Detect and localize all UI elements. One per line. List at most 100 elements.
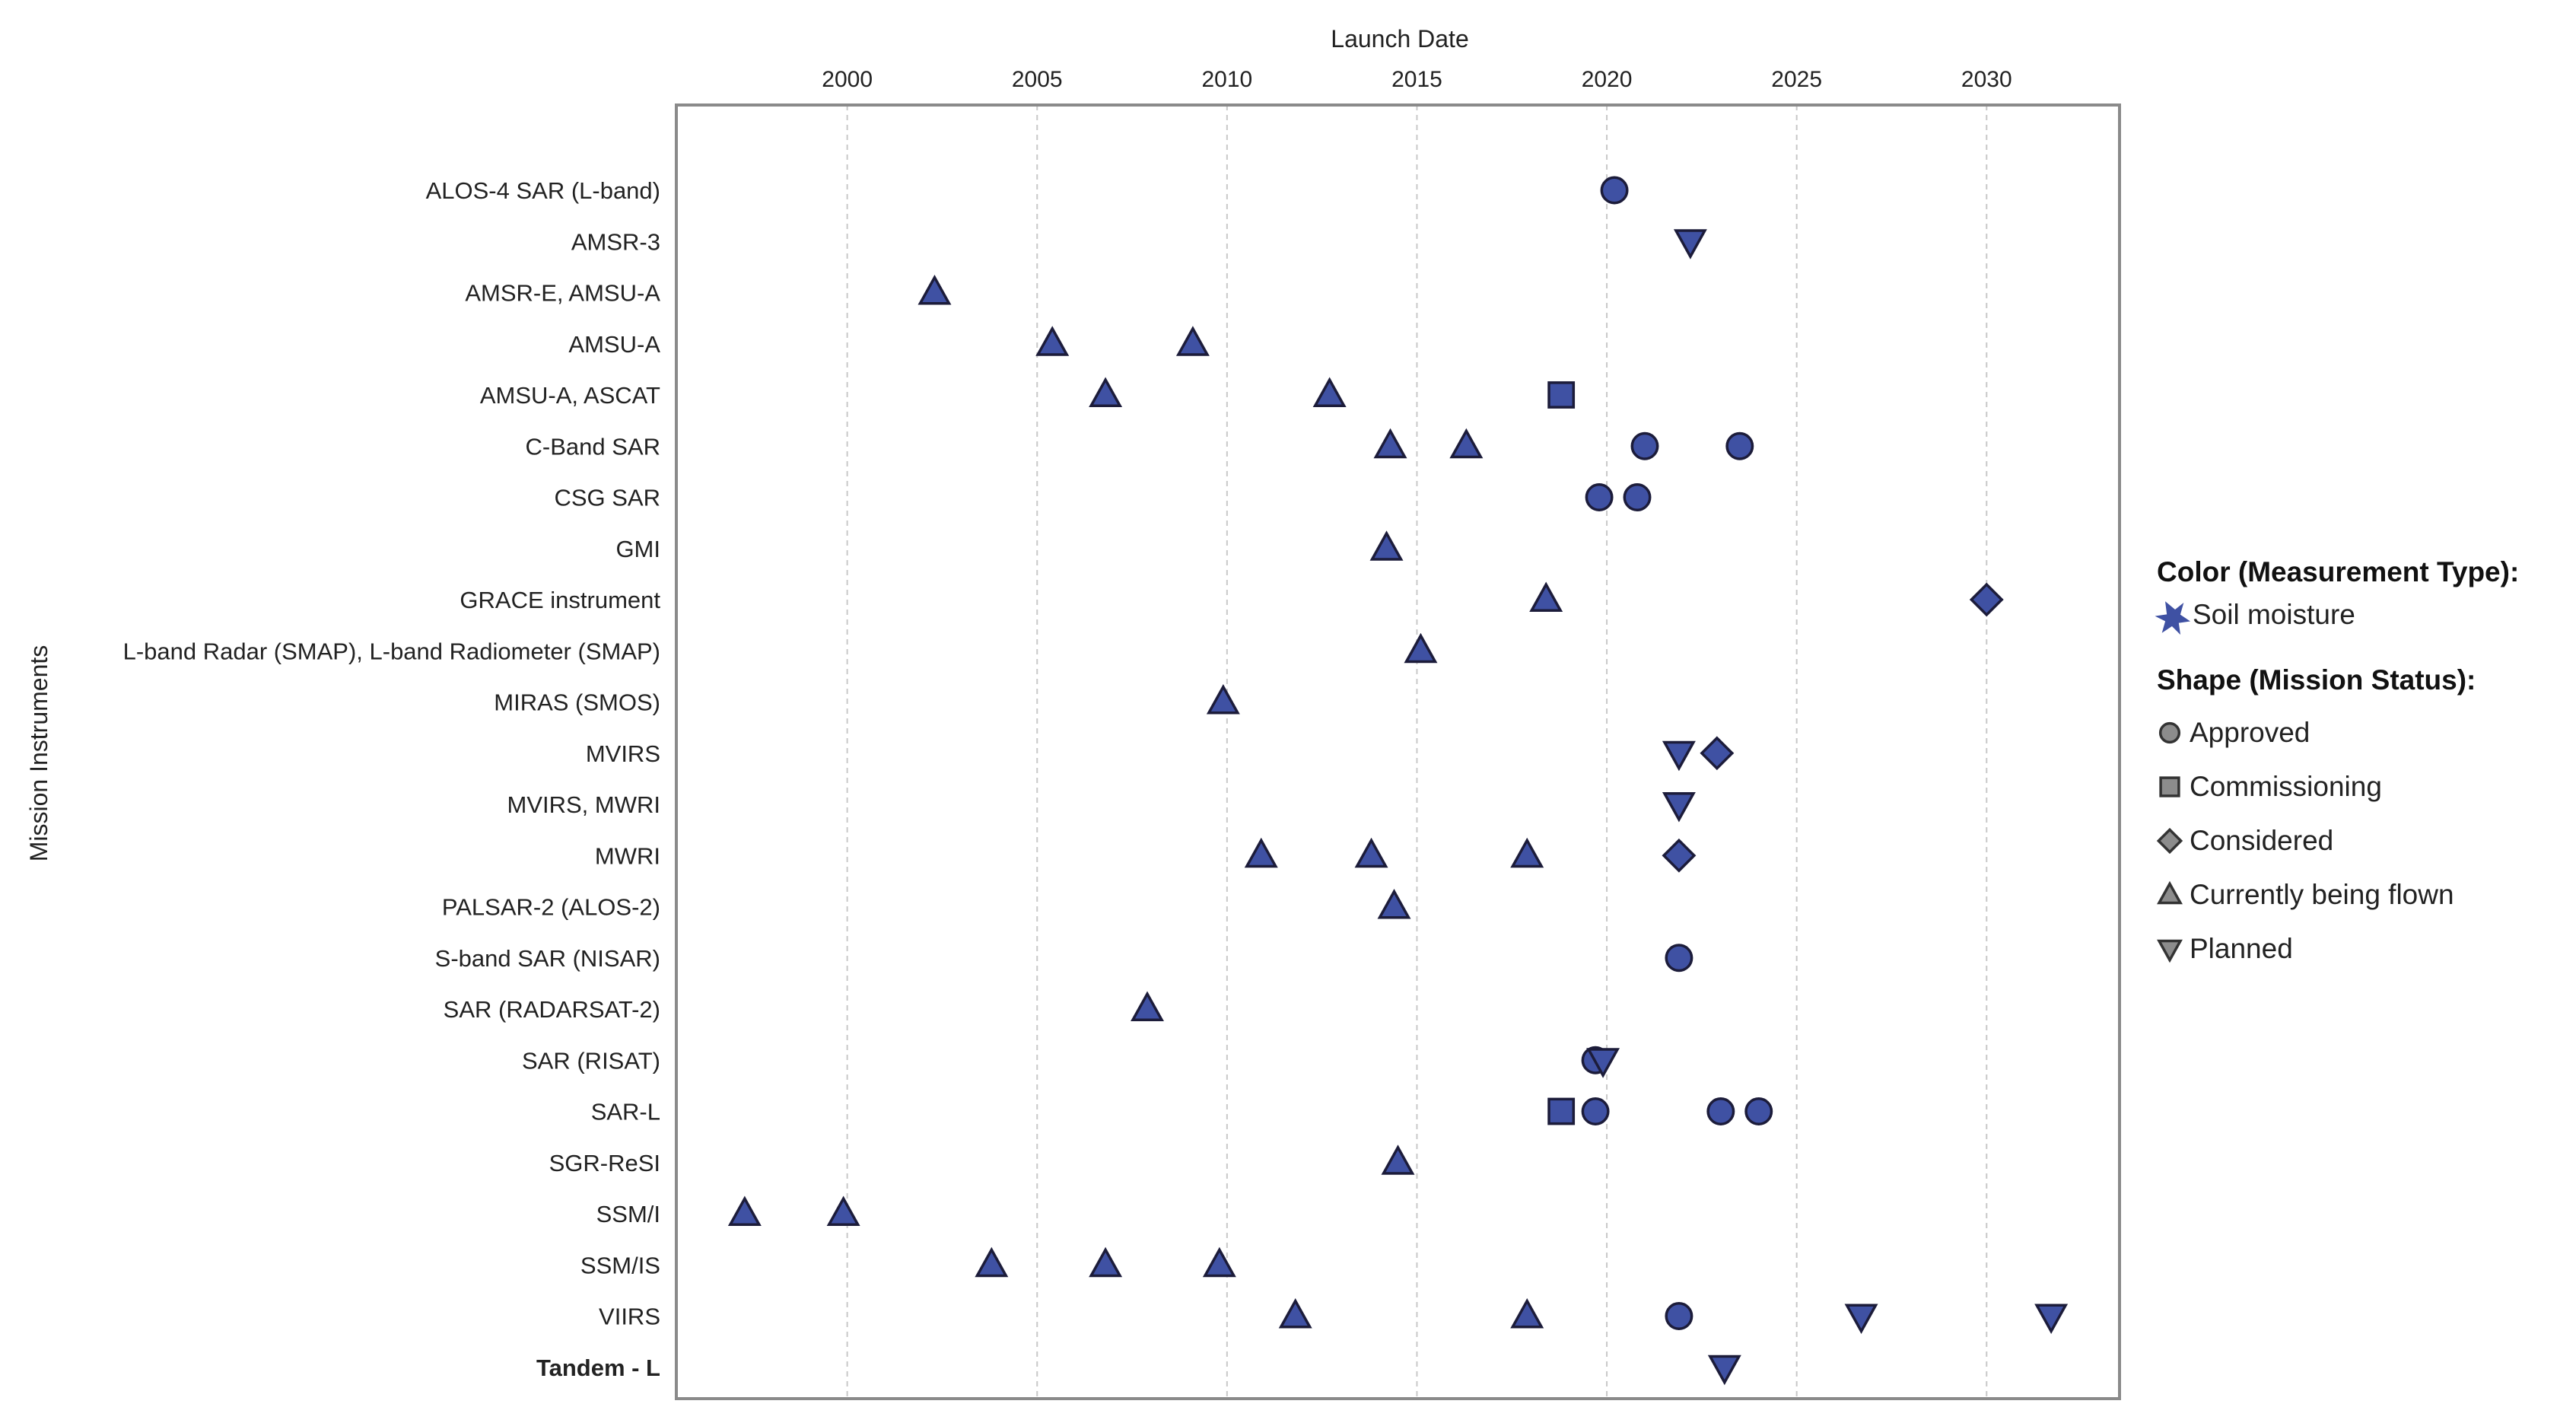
category-label: AMSU-A, ASCAT: [480, 382, 660, 409]
marker-triangle-up: [1369, 530, 1404, 561]
marker-triangle-up: [1206, 683, 1240, 715]
marker-triangle-up: [1089, 1246, 1123, 1278]
marker-diamond: [1662, 838, 1697, 873]
marker-triangle-up: [1529, 581, 1563, 612]
square-icon: [2159, 776, 2180, 797]
circle-icon: [2158, 721, 2181, 744]
category-label: GMI: [615, 536, 660, 562]
legend-shape-label: Currently being flown: [2190, 879, 2454, 910]
category-label: MVIRS: [586, 740, 660, 767]
category-label: SAR (RISAT): [522, 1047, 660, 1074]
marker-circle: [1725, 431, 1754, 460]
category-label: MIRAS (SMOS): [494, 689, 660, 716]
x-tick-label: 2005: [1012, 67, 1063, 92]
category-label: SAR (RADARSAT-2): [444, 996, 660, 1023]
marker-triangle-up: [1202, 1246, 1236, 1278]
plot-frame: [675, 103, 2121, 1400]
marker-square: [1547, 1097, 1576, 1125]
category-label: MWRI: [595, 842, 660, 869]
marker-circle: [1585, 483, 1614, 511]
marker-triangle-down: [1707, 1355, 1741, 1386]
legend-shape-label: Commissioning: [2190, 771, 2382, 802]
legend-color-title: Color (Measurement Type):: [2157, 556, 2519, 587]
marker-triangle-up: [1404, 632, 1438, 664]
marker-triangle-up: [1244, 837, 1278, 868]
marker-triangle-up: [727, 1195, 762, 1226]
marker-triangle-down: [1586, 1048, 1620, 1078]
category-label: AMSU-A: [568, 331, 660, 358]
category-label: S-band SAR (NISAR): [435, 945, 660, 972]
legend-shape-entries: Approved Commissioning Considered Currently…: [2156, 717, 2454, 964]
marker-triangle-up: [1354, 837, 1388, 868]
soil-moisture-icon: [2155, 601, 2191, 635]
marker-triangle-down: [1844, 1304, 1878, 1335]
marker-triangle-up: [1312, 377, 1347, 407]
legend: Color (Measurement Type): Shape (Mission…: [2155, 556, 2519, 964]
marker-triangle-down: [1673, 229, 1707, 259]
marker-circle: [1600, 176, 1629, 205]
category-label: L-band Radar (SMAP), L-band Radiometer (…: [123, 638, 660, 664]
legend-shape-item: Considered: [2156, 825, 2333, 856]
y-axis-title: Mission Instruments: [25, 645, 52, 862]
marker-circle: [1623, 483, 1652, 511]
marker-triangle-up: [1510, 837, 1544, 868]
marker-circle: [1665, 1302, 1693, 1330]
category-label: SGR-ReSI: [549, 1150, 660, 1176]
category-label: MVIRS, MWRI: [507, 791, 661, 818]
category-label: PALSAR-2 (ALOS-2): [442, 894, 660, 921]
marker-circle: [1706, 1097, 1735, 1125]
marker-triangle-up: [1089, 377, 1123, 407]
legend-shape-label: Considered: [2190, 825, 2333, 856]
legend-shape-item: Approved: [2158, 717, 2310, 748]
marker-triangle-up: [1175, 326, 1210, 356]
legend-shape-label: Approved: [2190, 717, 2310, 748]
x-tick-label: 2025: [1771, 67, 1822, 92]
x-tick-label: 2020: [1582, 67, 1633, 92]
legend-color-item: Soil moisture: [2155, 599, 2355, 635]
category-label: SAR-L: [591, 1099, 660, 1125]
x-tick-label: 2010: [1201, 67, 1252, 92]
marker-circle: [1665, 944, 1693, 973]
marker-triangle-down: [2034, 1304, 2069, 1335]
x-tick-labels: 2000 2005 2010 2015 2020 2025 2030: [822, 67, 2012, 92]
marker-triangle-up: [1449, 428, 1484, 459]
triangle-down-icon: [2157, 939, 2183, 963]
category-label: SSM/IS: [580, 1252, 660, 1278]
triangle-up-icon: [2157, 880, 2183, 905]
marker-diamond: [1700, 736, 1735, 771]
x-axis-title: Launch Date: [1331, 25, 1468, 53]
category-label: AMSR-E, AMSU-A: [465, 280, 660, 307]
marker-triangle-up: [1278, 1297, 1312, 1329]
marker-triangle-up: [975, 1246, 1009, 1278]
category-label: C-Band SAR: [526, 433, 660, 460]
diamond-icon: [2156, 827, 2183, 855]
marker-circle: [1630, 431, 1659, 460]
marker-triangle-down: [1662, 792, 1696, 823]
x-tick-label: 2030: [1961, 67, 2012, 92]
category-label: CSG SAR: [554, 485, 660, 511]
legend-color-entries: Soil moisture: [2155, 599, 2355, 635]
marker-triangle-up: [1381, 1144, 1415, 1175]
marker-diamond: [1969, 582, 2004, 617]
marker-triangle-up: [1035, 326, 1070, 356]
x-tick-label: 2000: [822, 67, 873, 92]
category-label: ALOS-4 SAR (L-band): [426, 177, 660, 204]
category-label: Tandem - L: [536, 1355, 660, 1381]
legend-color-label: Soil moisture: [2193, 599, 2355, 630]
marker-triangle-up: [918, 274, 952, 305]
data-points: [727, 176, 2069, 1386]
legend-shape-item: Currently being flown: [2157, 879, 2454, 910]
marker-triangle-up: [826, 1195, 860, 1226]
marker-triangle-up: [1510, 1297, 1544, 1329]
marker-triangle-up: [1373, 428, 1407, 459]
legend-shape-title: Shape (Mission Status):: [2157, 664, 2476, 696]
x-tick-label: 2015: [1391, 67, 1442, 92]
legend-shape-label: Planned: [2190, 933, 2293, 964]
marker-triangle-up: [1131, 991, 1164, 1021]
legend-shape-item: Commissioning: [2159, 771, 2382, 802]
marker-triangle-down: [1662, 740, 1696, 772]
category-label: VIIRS: [599, 1304, 660, 1330]
marker-square: [1547, 381, 1576, 409]
legend-shape-item: Planned: [2157, 933, 2293, 964]
